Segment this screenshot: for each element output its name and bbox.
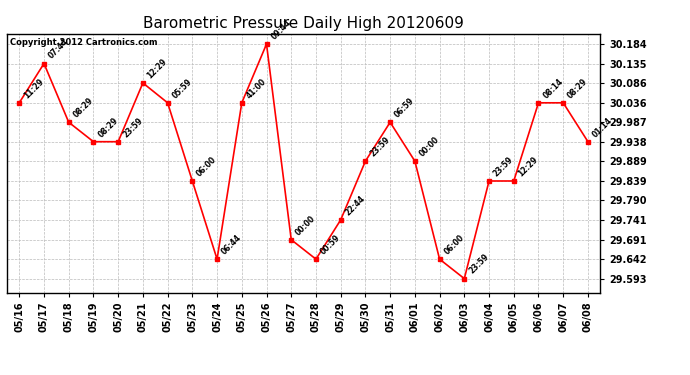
Text: 23:59: 23:59 — [368, 135, 391, 158]
Text: 12:29: 12:29 — [146, 57, 169, 80]
Text: 23:59: 23:59 — [121, 116, 144, 139]
Text: 41:00: 41:00 — [244, 76, 268, 100]
Text: 06:00: 06:00 — [442, 233, 466, 256]
Text: 01:14: 01:14 — [591, 116, 614, 139]
Text: 06:00: 06:00 — [195, 155, 219, 178]
Text: 11:29: 11:29 — [22, 76, 46, 100]
Text: 00:00: 00:00 — [294, 213, 317, 237]
Text: 08:29: 08:29 — [96, 116, 120, 139]
Text: 12:29: 12:29 — [517, 155, 540, 178]
Text: 05:59: 05:59 — [170, 77, 194, 100]
Text: 08:14: 08:14 — [541, 76, 565, 100]
Text: 08:29: 08:29 — [72, 96, 95, 120]
Text: 08:29: 08:29 — [566, 76, 589, 100]
Text: 09:44: 09:44 — [269, 18, 293, 41]
Text: 00:00: 00:00 — [417, 135, 441, 158]
Text: 23:59: 23:59 — [492, 155, 515, 178]
Text: 00:59: 00:59 — [319, 233, 342, 256]
Text: 06:59: 06:59 — [393, 96, 416, 120]
Text: 23:59: 23:59 — [467, 252, 491, 276]
Title: Barometric Pressure Daily High 20120609: Barometric Pressure Daily High 20120609 — [143, 16, 464, 31]
Text: 22:44: 22:44 — [344, 194, 367, 217]
Text: 06:44: 06:44 — [220, 233, 244, 256]
Text: Copyright 2012 Cartronics.com: Copyright 2012 Cartronics.com — [10, 38, 157, 46]
Text: 07:44: 07:44 — [47, 37, 70, 61]
